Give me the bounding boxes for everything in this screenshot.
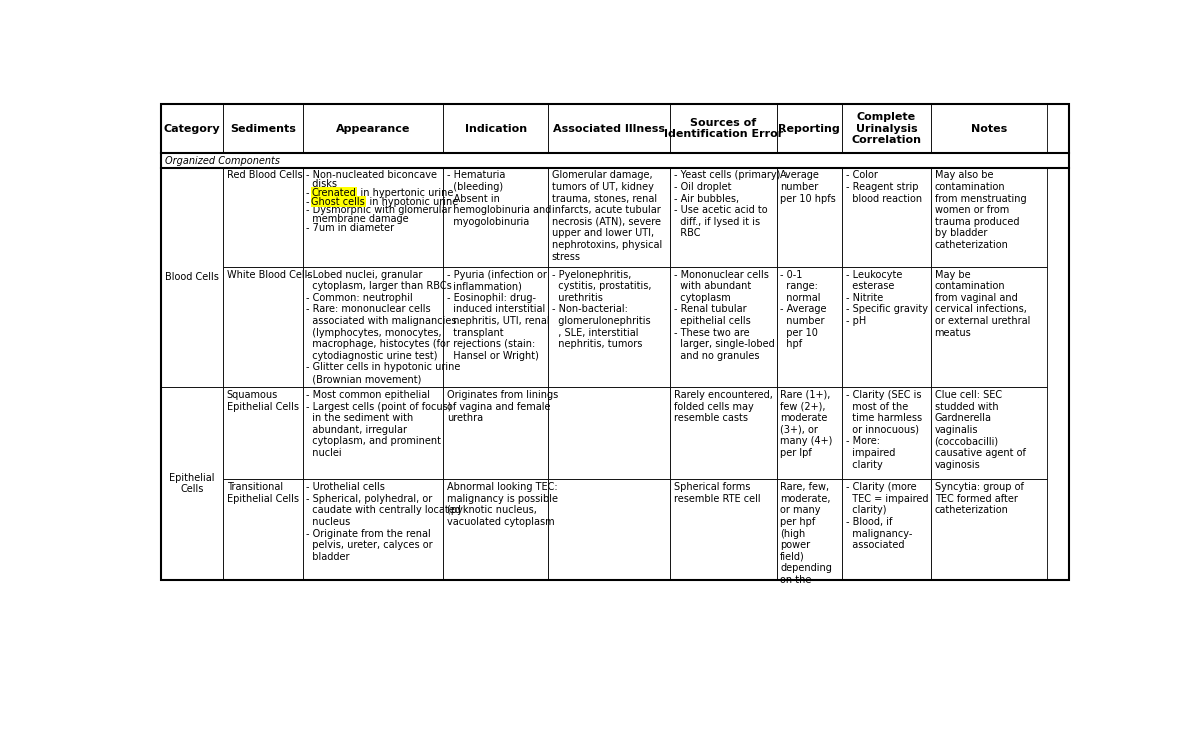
Bar: [671, 267, 776, 387]
Text: - Pyelonephritis,
  cystitis, prostatitis,
  urethritis
- Non-bacterial:
  glome: - Pyelonephritis, cystitis, prostatitis,…: [552, 270, 652, 349]
Text: Category: Category: [163, 124, 221, 133]
Text: - Clarity (more
  TEC = impaired
  clarity)
- Blood, if
  malignancy-
  associat: - Clarity (more TEC = impaired clarity) …: [846, 483, 928, 550]
Text: May be
contamination
from vaginal and
cervical infections,
or external urethral
: May be contamination from vaginal and ce…: [935, 270, 1030, 338]
Bar: [931, 387, 1048, 480]
Text: - Non-nucleated biconcave: - Non-nucleated biconcave: [306, 171, 438, 181]
Bar: [776, 480, 842, 580]
Text: disks: disks: [306, 179, 337, 189]
Bar: [302, 104, 444, 153]
Bar: [842, 104, 931, 153]
Bar: [223, 104, 302, 153]
Bar: [302, 480, 444, 580]
Bar: [223, 387, 302, 480]
Bar: [776, 104, 842, 153]
Text: - Clarity (SEC is
  most of the
  time harmless
  or innocuous)
- More:
  impair: - Clarity (SEC is most of the time harml…: [846, 390, 922, 469]
Bar: [302, 168, 444, 267]
Bar: [548, 267, 671, 387]
Bar: [776, 267, 842, 387]
Text: - Lobed nuclei, granular
  cytoplasm, larger than RBCs
- Common: neutrophil
- Ra: - Lobed nuclei, granular cytoplasm, larg…: [306, 270, 461, 384]
Bar: [931, 480, 1048, 580]
Text: - Yeast cells (primary)
- Oil droplet
- Air bubbles,
- Use acetic acid to
  diff: - Yeast cells (primary) - Oil droplet - …: [674, 171, 780, 238]
Bar: [302, 387, 444, 480]
Text: Spherical forms
resemble RTE cell: Spherical forms resemble RTE cell: [674, 483, 761, 504]
Text: Syncytia: group of
TEC formed after
catheterization: Syncytia: group of TEC formed after cath…: [935, 483, 1024, 515]
Text: Squamous
Epithelial Cells: Squamous Epithelial Cells: [227, 390, 299, 412]
Text: Glomerular damage,
tumors of UT, kidney
trauma, stones, renal
infarcts, acute tu: Glomerular damage, tumors of UT, kidney …: [552, 171, 662, 262]
Text: Clue cell: SEC
studded with
Gardnerella
vaginalis
(coccobacilli)
causative agent: Clue cell: SEC studded with Gardnerella …: [935, 390, 1026, 469]
Bar: [671, 480, 776, 580]
Bar: [671, 387, 776, 480]
Bar: [444, 267, 548, 387]
Text: Sources of
Identification Error: Sources of Identification Error: [664, 118, 784, 139]
Bar: [671, 168, 776, 267]
Bar: [444, 480, 548, 580]
Bar: [931, 267, 1048, 387]
Bar: [842, 267, 931, 387]
Bar: [842, 168, 931, 267]
Text: Crenated: Crenated: [311, 188, 356, 198]
Text: Complete
Urinalysis
Correlation: Complete Urinalysis Correlation: [851, 112, 922, 145]
Text: - 0-1
  range:
  normal
- Average
  number
  per 10
  hpf: - 0-1 range: normal - Average number per…: [780, 270, 827, 349]
Bar: [548, 480, 671, 580]
Bar: [931, 104, 1048, 153]
Text: Originates from linings
of vagina and female
urethra: Originates from linings of vagina and fe…: [448, 390, 558, 423]
Bar: [931, 168, 1048, 267]
Bar: [776, 168, 842, 267]
Text: Abnormal looking TEC:
malignancy is possible
(pyknotic nucleus,
vacuolated cytop: Abnormal looking TEC: malignancy is poss…: [448, 483, 558, 527]
Text: Sediments: Sediments: [230, 124, 295, 133]
Text: - Hematuria
  (bleeding)
- Absent in
  hemoglobinuria and
  myogolobinuria: - Hematuria (bleeding) - Absent in hemog…: [448, 171, 552, 227]
Text: Appearance: Appearance: [336, 124, 410, 133]
Bar: [161, 104, 1069, 580]
Text: Rare, few,
moderate,
or many
per hpf
(high
power
field)
depending
on the: Rare, few, moderate, or many per hpf (hi…: [780, 483, 832, 585]
Bar: [842, 387, 931, 480]
Text: Reporting: Reporting: [779, 124, 840, 133]
Text: - Leukocyte
  esterase
- Nitrite
- Specific gravity
- pH: - Leukocyte esterase - Nitrite - Specifi…: [846, 270, 928, 326]
Text: - Most common epithelial
- Largest cells (point of focus)
  in the sediment with: - Most common epithelial - Largest cells…: [306, 390, 452, 458]
Text: - Urothelial cells
- Spherical, polyhedral, or
  caudate with centrally located
: - Urothelial cells - Spherical, polyhedr…: [306, 483, 461, 562]
Bar: [444, 104, 548, 153]
Bar: [223, 267, 302, 387]
Text: - Color
- Reagent strip
  blood reaction: - Color - Reagent strip blood reaction: [846, 171, 922, 203]
Text: - Crenated in hypertonic urine: - Crenated in hypertonic urine: [306, 188, 454, 198]
Text: - Dysmorphic with glomerular: - Dysmorphic with glomerular: [306, 206, 452, 215]
Text: Ghost cells: Ghost cells: [311, 197, 365, 206]
Bar: [671, 104, 776, 153]
Text: Epithelial
Cells: Epithelial Cells: [169, 472, 215, 494]
Bar: [161, 104, 223, 153]
Bar: [223, 168, 302, 267]
Text: Rarely encountered,
folded cells may
resemble casts: Rarely encountered, folded cells may res…: [674, 390, 773, 423]
Text: Transitional
Epithelial Cells: Transitional Epithelial Cells: [227, 483, 299, 504]
Bar: [161, 153, 1069, 168]
Text: Rare (1+),
few (2+),
moderate
(3+), or
many (4+)
per lpf: Rare (1+), few (2+), moderate (3+), or m…: [780, 390, 833, 458]
Text: - Pyuria (infection or
  inflammation)
- Eosinophil: drug-
  induced interstitia: - Pyuria (infection or inflammation) - E…: [448, 270, 550, 361]
Text: Associated Illness: Associated Illness: [553, 124, 665, 133]
Bar: [444, 387, 548, 480]
Bar: [302, 267, 444, 387]
Text: Notes: Notes: [971, 124, 1007, 133]
Bar: [548, 387, 671, 480]
Bar: [548, 168, 671, 267]
Text: - Mononuclear cells
  with abundant
  cytoplasm
- Renal tubular
  epithelial cel: - Mononuclear cells with abundant cytopl…: [674, 270, 775, 361]
Text: Blood Cells: Blood Cells: [166, 273, 218, 282]
Bar: [444, 168, 548, 267]
Bar: [776, 387, 842, 480]
Text: Organized Components: Organized Components: [164, 156, 280, 165]
Bar: [161, 387, 223, 580]
Text: membrane damage: membrane damage: [306, 214, 409, 224]
Text: White Blood Cells: White Blood Cells: [227, 270, 312, 280]
Bar: [548, 104, 671, 153]
Text: - Ghost cells in hypotonic urine: - Ghost cells in hypotonic urine: [306, 197, 458, 206]
Bar: [223, 480, 302, 580]
Text: - 7um in diameter: - 7um in diameter: [306, 222, 395, 233]
Text: Red Blood Cells: Red Blood Cells: [227, 171, 302, 181]
Text: Average
number
per 10 hpfs: Average number per 10 hpfs: [780, 171, 836, 203]
Bar: [161, 168, 223, 387]
Bar: [842, 480, 931, 580]
Text: Indication: Indication: [464, 124, 527, 133]
Text: May also be
contamination
from menstruating
women or from
trauma produced
by bla: May also be contamination from menstruat…: [935, 171, 1026, 250]
